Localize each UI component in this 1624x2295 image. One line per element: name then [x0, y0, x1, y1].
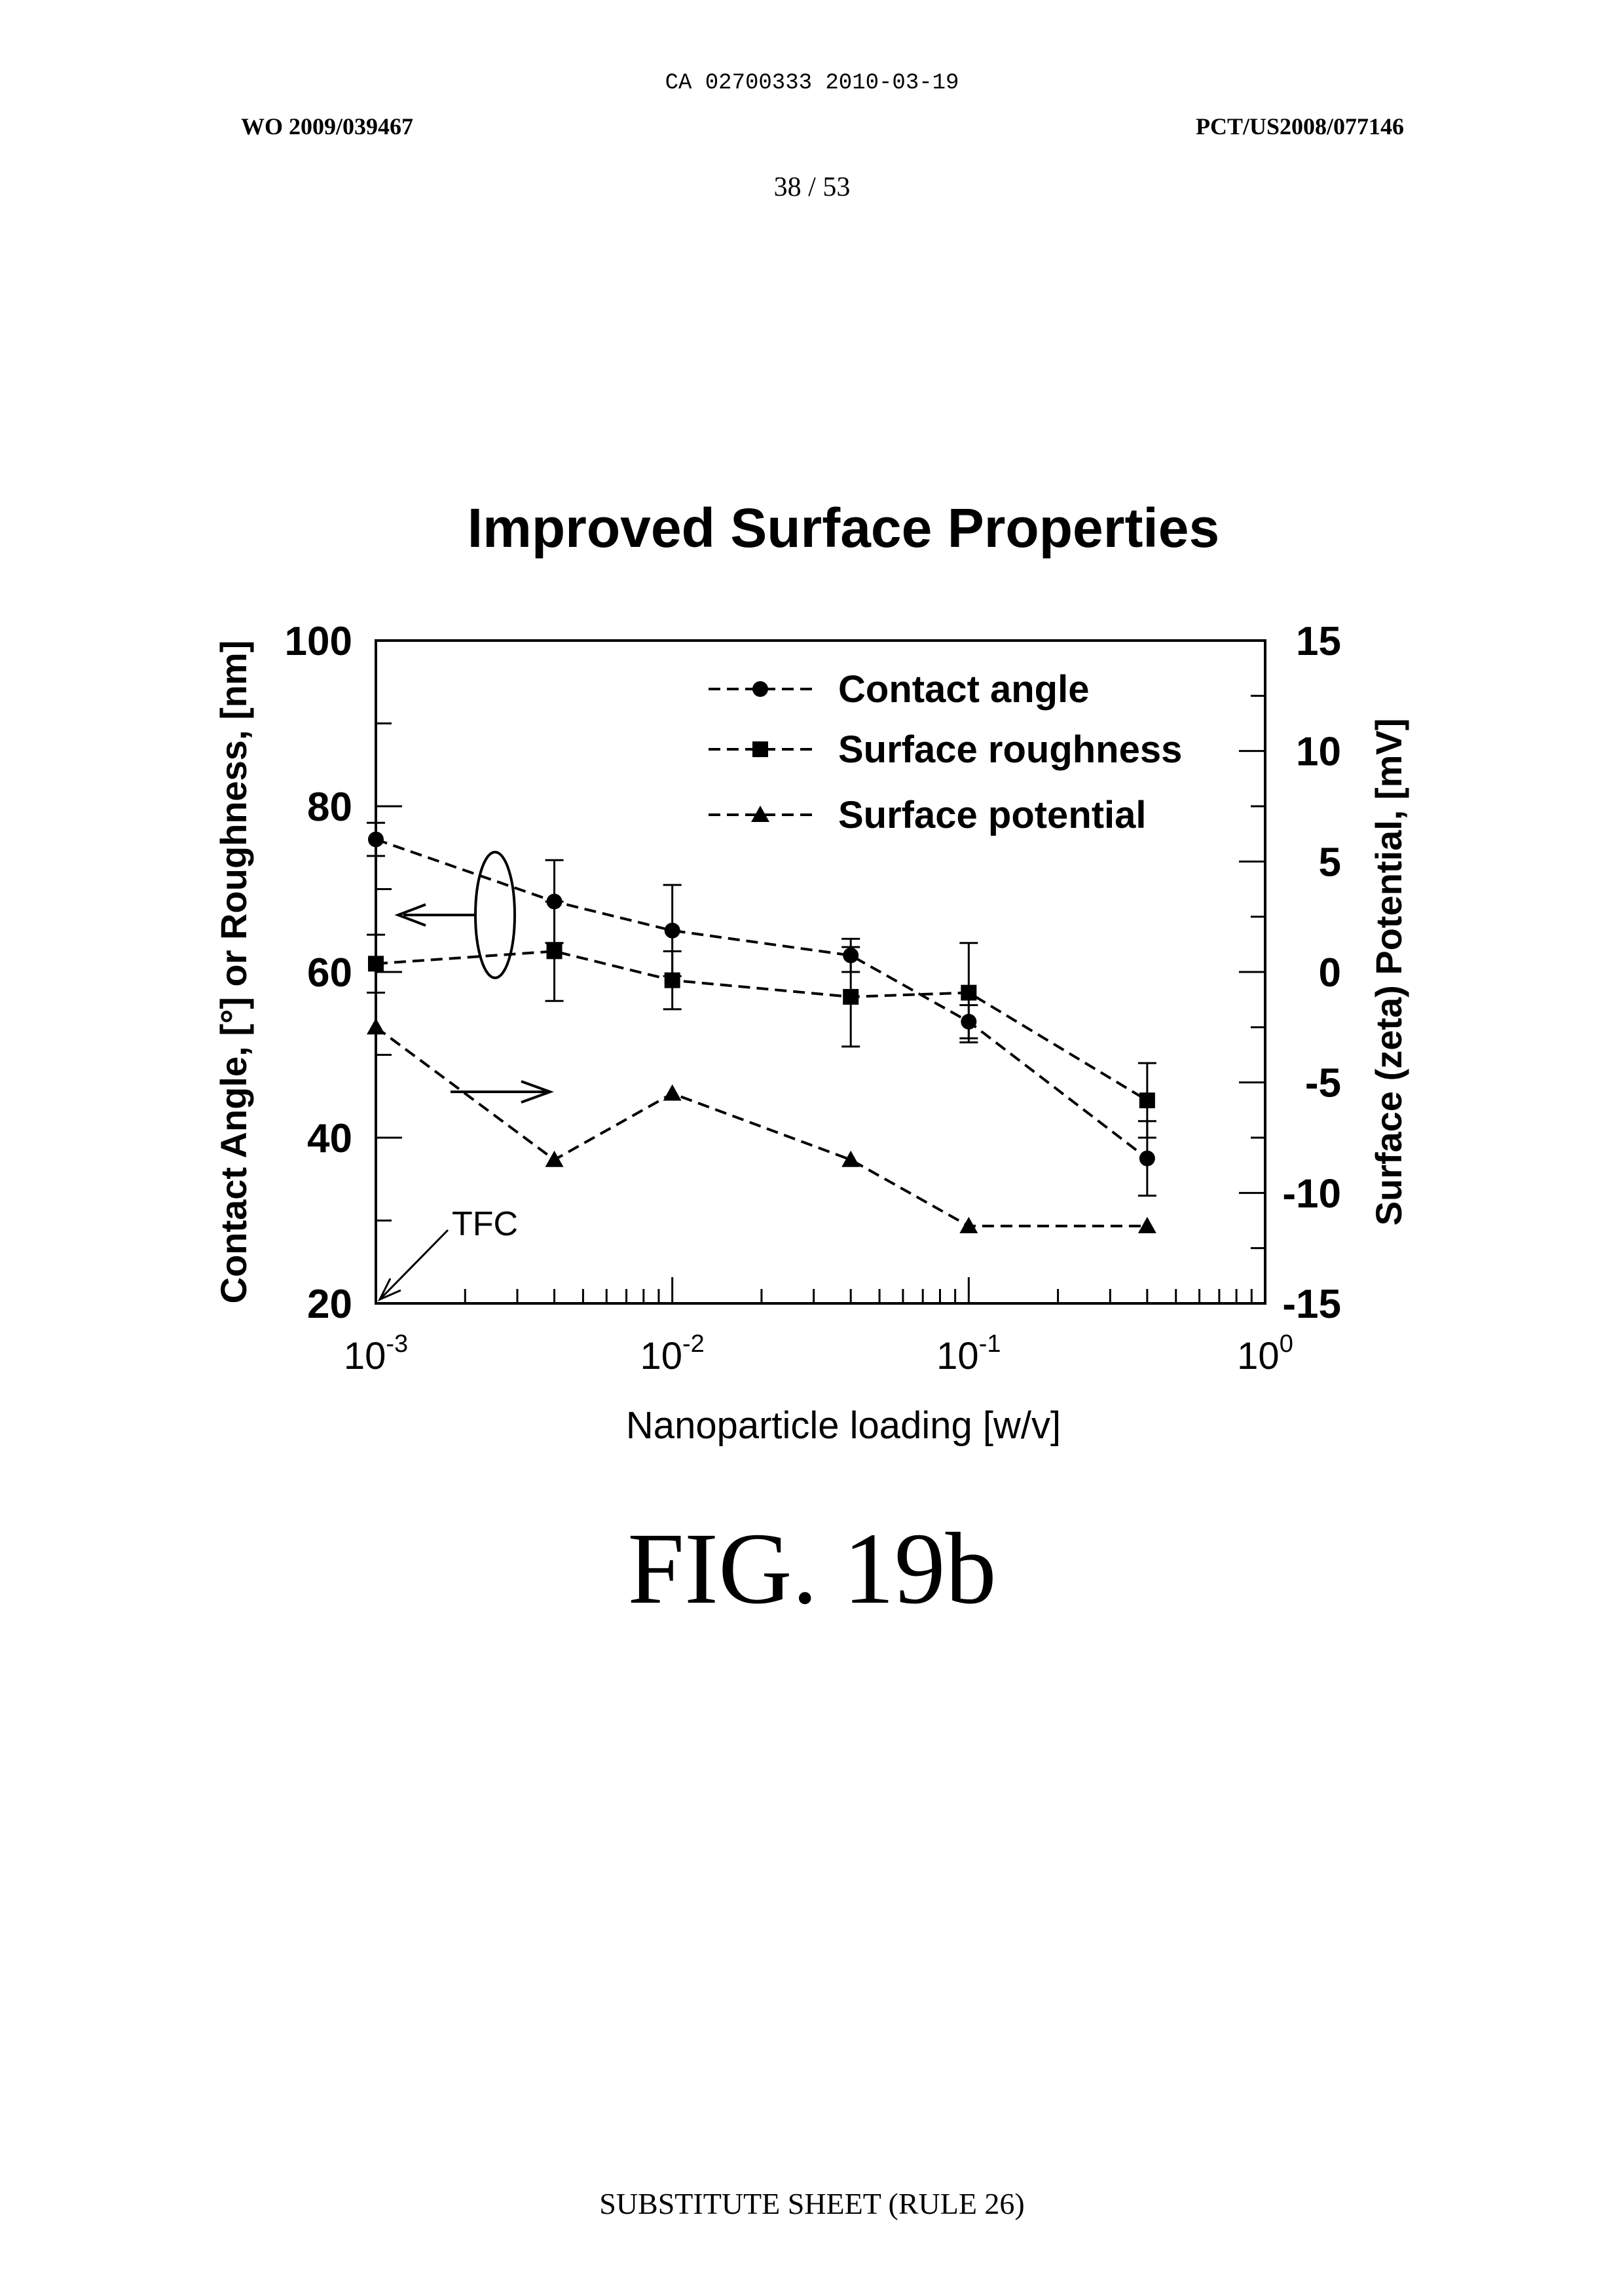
chart-title: Improved Surface Properties [468, 497, 1219, 559]
x-tick-label: 10-3 [344, 1330, 408, 1377]
x-tick-exponent: -3 [386, 1330, 408, 1358]
surface-potential-line [376, 1027, 1147, 1226]
x-tick-label: 10-2 [640, 1330, 705, 1377]
surface-roughness-point [1139, 1092, 1155, 1108]
right-y-tick-label: -10 [1282, 1171, 1341, 1216]
tfc-pointer-line [381, 1230, 448, 1298]
surface-roughness-point [547, 943, 563, 959]
left-y-tick-label: 40 [307, 1116, 352, 1161]
left-axis-group-ellipse [475, 852, 515, 978]
x-tick-base: 10 [936, 1335, 979, 1377]
figure-label: FIG. 19b [0, 1510, 1624, 1628]
right-y-tick-labels: -15 -10 -5 0 5 10 15 [1282, 619, 1341, 1327]
surface-potential-point [841, 1151, 860, 1167]
left-y-tick-label: 60 [307, 950, 352, 996]
right-y-tick-label: -15 [1282, 1282, 1341, 1327]
legend-marker-contact-angle [752, 681, 768, 697]
right-y-tick-label: 10 [1296, 730, 1341, 775]
right-y-axis-label: Surface (zeta) Potential, [mV] [1368, 718, 1409, 1226]
surface-roughness-point [961, 985, 976, 1001]
surface-potential-point [367, 1018, 385, 1034]
legend-label-surface-roughness: Surface roughness [838, 728, 1182, 771]
x-tick-exponent: -2 [682, 1330, 705, 1358]
right-y-tick-label: 0 [1319, 950, 1341, 996]
contact-angle-point [1139, 1151, 1155, 1166]
x-tick-base: 10 [344, 1335, 386, 1377]
surface-roughness-point [843, 989, 858, 1005]
left-y-tick-label: 20 [307, 1282, 352, 1327]
surface-roughness-line [376, 951, 1147, 1100]
surface-potential-point [1138, 1217, 1156, 1233]
page-footer: SUBSTITUTE SHEET (RULE 26) [0, 2186, 1624, 2221]
contact-angle-line [376, 840, 1147, 1159]
surface-roughness-point [665, 973, 680, 988]
x-tick-label: 100 [1237, 1330, 1293, 1377]
x-tick-base: 10 [640, 1335, 683, 1377]
series-group-indicator [398, 852, 550, 1102]
left-y-axis-label: Contact Angle, [°] or Roughness, [nm] [213, 641, 254, 1304]
tfc-label: TFC [452, 1205, 518, 1243]
legend-label-contact-angle: Contact angle [838, 668, 1090, 711]
legend-label-surface-potential: Surface potential [838, 794, 1147, 836]
x-tick-labels: 10-310-210-1100 [344, 1330, 1293, 1377]
contact-angle-point [665, 923, 680, 939]
surface-potential-point [663, 1085, 682, 1101]
x-tick-exponent: -1 [979, 1330, 1001, 1358]
left-y-tick-label: 80 [307, 785, 352, 830]
right-y-tick-label: 15 [1296, 619, 1341, 664]
contact-angle-series [367, 823, 1156, 1195]
surface-potential-point [545, 1151, 564, 1167]
right-y-tick-label: 5 [1319, 840, 1341, 885]
surface-potential-series [367, 1018, 1156, 1233]
legend-marker-surface-roughness [752, 741, 768, 757]
data-series [367, 823, 1156, 1233]
chart-legend: Contact angle Surface roughness Surface po… [709, 668, 1182, 836]
x-tick-label: 10-1 [936, 1330, 1001, 1377]
x-axis-label: Nanoparticle loading [w/v] [626, 1404, 1061, 1447]
left-y-tick-label: 100 [285, 619, 352, 664]
surface-roughness-series [367, 901, 1156, 1138]
tfc-annotation: TFC [380, 1205, 518, 1299]
x-tick-exponent: 0 [1280, 1330, 1293, 1358]
x-tick-base: 10 [1237, 1335, 1280, 1377]
contact-angle-point [368, 832, 384, 848]
left-y-tick-labels: 20 40 60 80 100 [285, 619, 352, 1327]
right-y-tick-label: -5 [1305, 1061, 1341, 1106]
surface-roughness-point [368, 956, 384, 971]
